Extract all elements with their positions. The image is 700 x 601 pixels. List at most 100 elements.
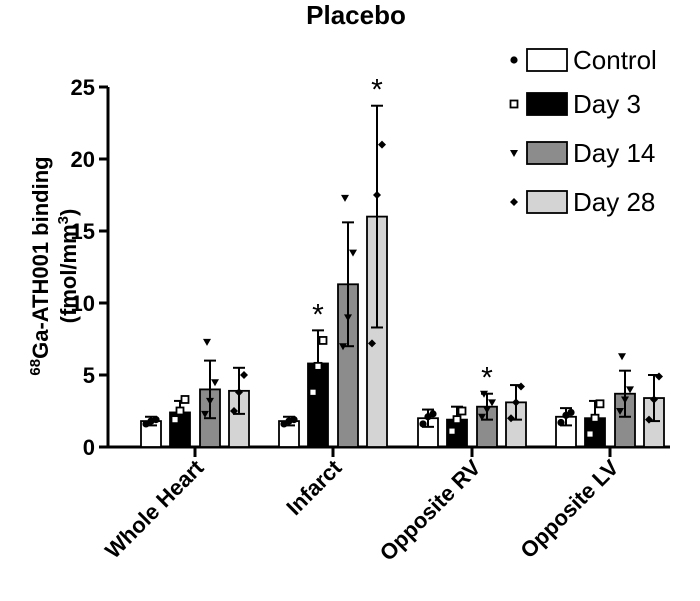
x-category-label: Opposite RV bbox=[375, 455, 486, 566]
data-point bbox=[235, 388, 243, 397]
bars: * * * bbox=[140, 74, 665, 448]
y-axis-label-main: Ga-ATH001 binding bbox=[28, 156, 53, 359]
y-tick-label: 20 bbox=[71, 147, 95, 172]
legend-item: Day 14 bbox=[510, 138, 655, 168]
data-point bbox=[290, 416, 298, 424]
data-point bbox=[452, 415, 462, 425]
significance-marker: * bbox=[371, 74, 383, 107]
bar-group: * bbox=[307, 298, 329, 448]
x-axis: Whole Heart Infarct Opposite RV Opposite LV bbox=[100, 445, 670, 566]
y-axis-label-close: ) bbox=[56, 209, 81, 216]
data-point bbox=[230, 407, 238, 415]
data-point bbox=[507, 414, 515, 423]
bar-group bbox=[199, 338, 221, 448]
data-point bbox=[429, 410, 437, 418]
data-point bbox=[457, 406, 467, 416]
data-point bbox=[567, 408, 575, 417]
data-point bbox=[180, 395, 190, 404]
chart-title: Placebo bbox=[306, 0, 406, 30]
y-axis-label-line2: (fmol/mm bbox=[56, 224, 81, 323]
data-point bbox=[595, 399, 605, 409]
bar-group bbox=[169, 395, 191, 448]
data-point bbox=[170, 415, 180, 425]
data-point bbox=[201, 410, 209, 418]
bar-group bbox=[584, 399, 606, 448]
legend-item: Day 28 bbox=[510, 187, 655, 217]
data-point bbox=[152, 416, 160, 424]
y-tick-label: 15 bbox=[71, 219, 95, 244]
data-point bbox=[419, 420, 427, 428]
legend-marker bbox=[510, 198, 518, 206]
data-point bbox=[341, 194, 349, 202]
bar-group bbox=[417, 408, 439, 448]
data-point bbox=[308, 387, 318, 397]
y-axis-label: 68Ga-ATH001 binding (fmol/mm3) bbox=[27, 156, 81, 375]
x-category-label: Opposite LV bbox=[515, 455, 623, 563]
legend-marker bbox=[510, 150, 518, 157]
bar-group bbox=[643, 372, 665, 448]
data-point bbox=[645, 415, 653, 424]
data-point bbox=[318, 336, 328, 345]
bar-group bbox=[505, 382, 527, 448]
data-point bbox=[344, 314, 352, 322]
data-point bbox=[557, 418, 565, 427]
bar-group bbox=[614, 353, 636, 448]
bar-group bbox=[555, 407, 577, 448]
bar-group bbox=[337, 194, 359, 448]
legend-swatch bbox=[526, 48, 568, 72]
svg-text:68Ga-ATH001 binding: 68Ga-ATH001 binding bbox=[27, 156, 53, 375]
data-point bbox=[447, 426, 457, 436]
bar-group bbox=[228, 366, 250, 448]
y-tick-label: 0 bbox=[83, 435, 95, 460]
data-point bbox=[211, 379, 219, 387]
data-point bbox=[585, 429, 595, 439]
data-point bbox=[339, 343, 347, 351]
svg-text:(fmol/mm3): (fmol/mm3) bbox=[55, 209, 81, 324]
legend-swatch bbox=[526, 190, 568, 214]
data-point bbox=[621, 396, 629, 404]
data-point bbox=[378, 140, 386, 149]
legend-label: Day 3 bbox=[573, 89, 641, 119]
y-tick-label: 10 bbox=[71, 291, 95, 316]
data-point bbox=[616, 408, 624, 415]
data-point bbox=[349, 249, 357, 257]
data-point bbox=[626, 386, 634, 394]
y-axis-label-sup1: 68 bbox=[27, 359, 44, 376]
legend-marker bbox=[510, 56, 518, 64]
legend-swatch bbox=[526, 141, 568, 165]
bar-group bbox=[278, 415, 300, 448]
data-point bbox=[488, 399, 496, 407]
y-tick-label: 5 bbox=[83, 363, 95, 388]
data-point bbox=[517, 382, 525, 391]
data-point bbox=[478, 413, 486, 421]
data-point bbox=[368, 339, 376, 348]
legend-item: Day 3 bbox=[509, 89, 641, 119]
data-point bbox=[480, 390, 488, 398]
data-point bbox=[313, 361, 323, 371]
data-point bbox=[175, 406, 185, 416]
data-point bbox=[650, 395, 658, 404]
data-point bbox=[203, 338, 211, 346]
legend-marker bbox=[509, 99, 519, 109]
legend-swatch bbox=[526, 92, 568, 116]
significance-marker: * bbox=[312, 298, 324, 331]
bar-group: * bbox=[366, 74, 388, 448]
legend-label: Day 28 bbox=[573, 187, 655, 217]
data-point bbox=[655, 372, 663, 381]
data-point bbox=[618, 353, 626, 361]
data-point bbox=[206, 397, 214, 405]
y-axis-label-sup2: 3 bbox=[55, 216, 72, 224]
legend: Control Day 3 Day 14 Day 28 bbox=[509, 45, 657, 217]
x-category-label: Whole Heart bbox=[100, 454, 209, 563]
y-tick-label: 25 bbox=[71, 75, 95, 100]
significance-marker: * bbox=[481, 362, 493, 395]
data-point bbox=[483, 406, 491, 414]
legend-label: Day 14 bbox=[573, 138, 655, 168]
bar-group bbox=[140, 415, 162, 448]
legend-item: Control bbox=[510, 45, 657, 75]
x-category-label: Infarct bbox=[281, 454, 347, 520]
data-point bbox=[512, 398, 520, 407]
y-axis: 0 5 10 15 20 25 bbox=[71, 75, 110, 460]
data-point bbox=[240, 371, 248, 379]
